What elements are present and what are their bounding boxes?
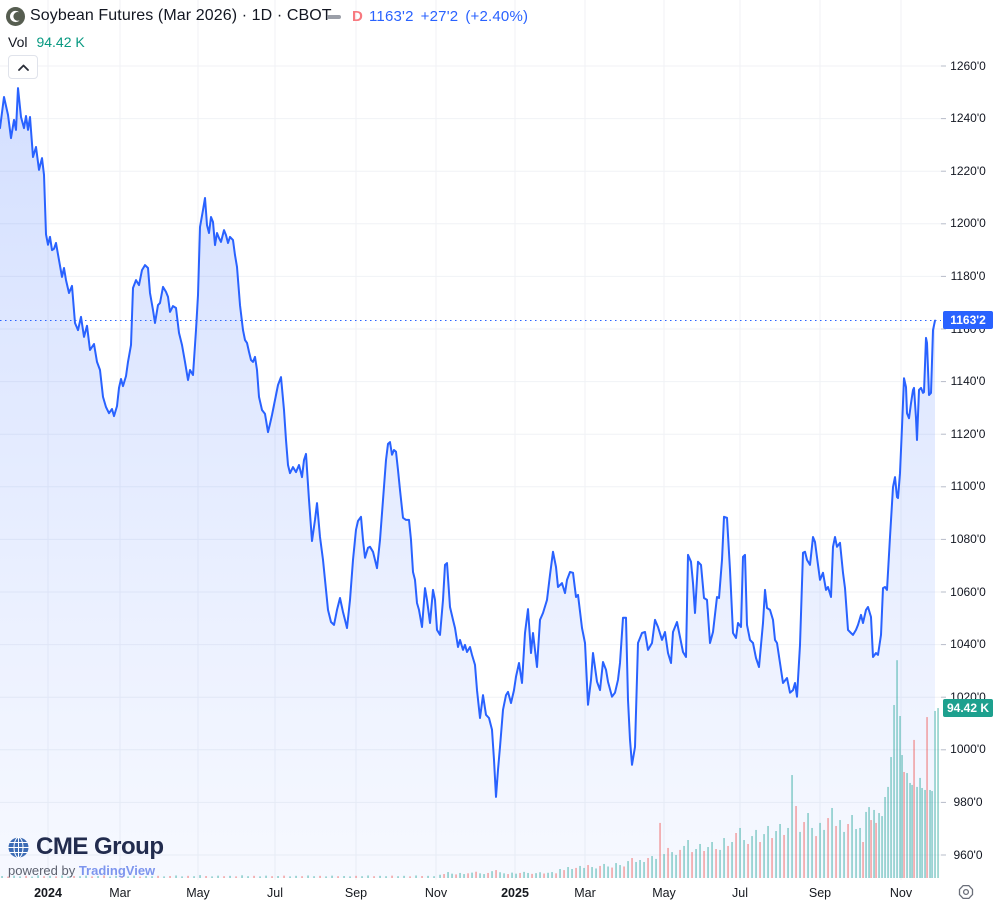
price-axis-label: 1120'0 [950, 426, 986, 441]
price-axis-label: 1260'0 [950, 58, 986, 73]
time-axis-label: Jul [732, 886, 748, 900]
price-change-value: +27'2 [420, 8, 459, 25]
chevron-up-icon [17, 64, 29, 71]
time-axis-label: Sep [808, 886, 832, 900]
time-axis-label: Nov [889, 886, 913, 900]
time-axis-label: 2025 [501, 886, 529, 900]
time-axis-label: Mar [574, 886, 596, 900]
symbol-logo-icon [6, 7, 25, 26]
time-axis-label: Mar [109, 886, 131, 900]
time-axis-label: May [186, 886, 210, 900]
price-values: 1163'2 +27'2 (+2.40%) [369, 8, 535, 25]
powered-by-text: powered by [8, 863, 79, 878]
volume-histogram [1, 660, 939, 878]
axis-tick-marks [941, 65, 946, 856]
price-axis-label: 1180'0 [950, 268, 986, 283]
globe-icon [8, 836, 29, 858]
price-axis-label: 1060'0 [950, 584, 986, 599]
price-axis-label: 1000'0 [950, 742, 986, 757]
tradingview-link[interactable]: TradingView [78, 863, 156, 878]
price-line [0, 87, 936, 798]
volume-legend: Vol 94.42 K [8, 34, 85, 50]
price-axis-label: 1080'0 [950, 531, 986, 546]
last-price-value: 1163'2 [369, 8, 414, 25]
volume-badge: 94.42 K [943, 699, 993, 718]
price-axis-label: 1220'0 [950, 163, 986, 178]
axis-settings-gear-icon[interactable] [957, 883, 975, 901]
cme-group-logo[interactable]: CME Group powered by TradingView [8, 833, 164, 879]
volume-label[interactable]: Vol [8, 34, 28, 50]
interval-label[interactable]: D [352, 8, 363, 25]
price-axis-label: 960'0 [953, 847, 983, 862]
time-axis-label: 2024 [34, 886, 62, 900]
powered-by-line: powered by TradingView [8, 863, 164, 878]
price-axis-label: 1200'0 [950, 216, 986, 231]
last-price-badge: 1163'2 [943, 311, 993, 330]
area-fill [0, 88, 935, 879]
time-axis-label: Jul [267, 886, 283, 900]
chart-legend: Soybean Futures (Mar 2026) · 1D · CBOT D… [0, 0, 996, 54]
volume-value: 94.42 K [36, 34, 85, 50]
price-axis-label: 1100'0 [950, 479, 986, 494]
time-axis-label: Nov [424, 886, 448, 900]
collapse-legend-button[interactable] [8, 55, 38, 79]
price-axis-label: 1240'0 [950, 111, 986, 126]
series-minimize-icon[interactable] [327, 15, 341, 19]
symbol-title[interactable]: Soybean Futures (Mar 2026) · 1D · CBOT [30, 7, 332, 24]
price-change-percent: (+2.40%) [465, 8, 529, 25]
cme-wordmark: CME Group [36, 833, 164, 860]
time-axis-label: Sep [344, 886, 368, 900]
price-axis-label: 1040'0 [950, 637, 986, 652]
price-axis-label: 980'0 [953, 794, 983, 809]
time-axis-label: May [652, 886, 676, 900]
price-axis-label: 1140'0 [950, 374, 986, 389]
